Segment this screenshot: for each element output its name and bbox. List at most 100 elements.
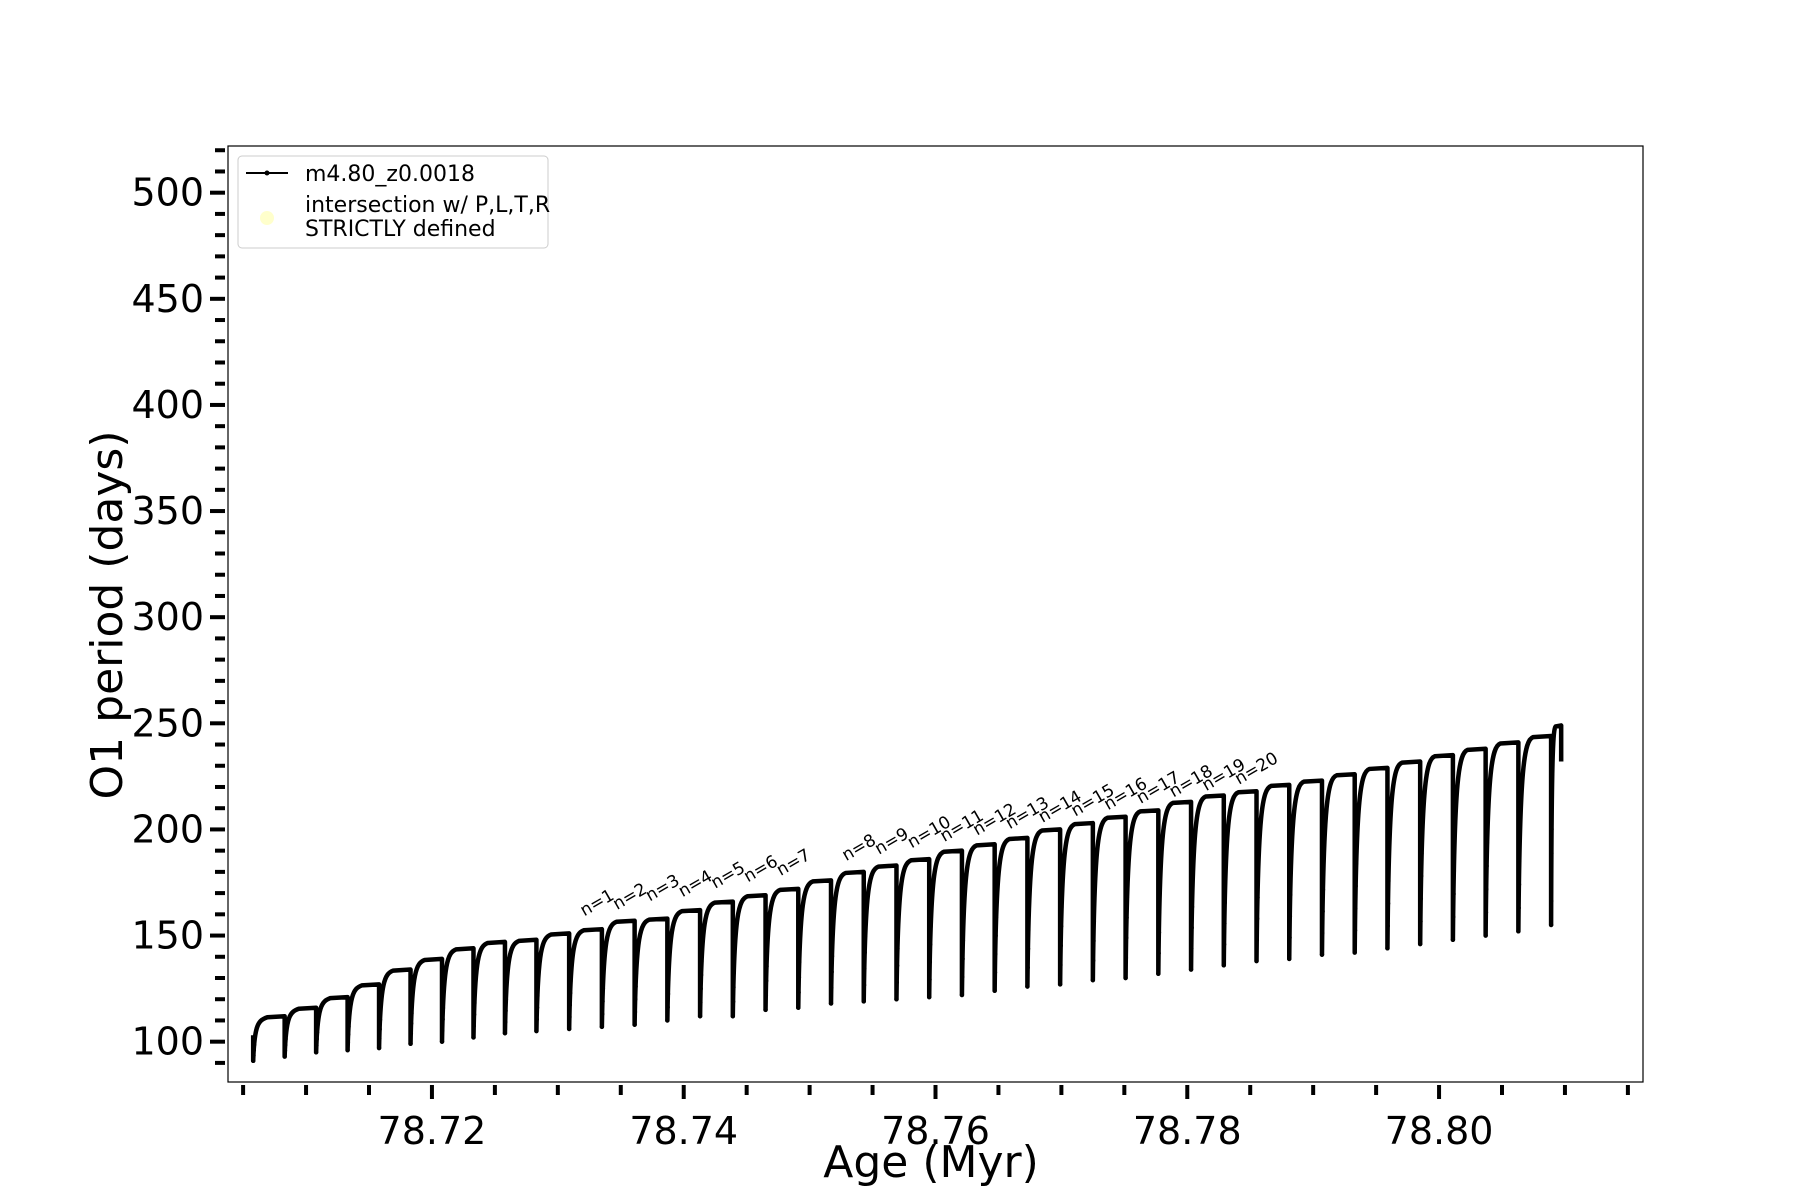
data-point <box>731 970 736 975</box>
y-tick-label: 100 <box>131 1020 204 1064</box>
data-point <box>314 1036 319 1042</box>
data-point <box>960 956 965 962</box>
data-point <box>441 994 446 1000</box>
data-point <box>633 984 638 989</box>
data-point <box>1222 879 1228 884</box>
data-point <box>1189 904 1195 910</box>
x-tick-label: 78.74 <box>629 1109 738 1153</box>
data-point <box>1090 958 1096 963</box>
data-point <box>993 915 999 920</box>
y-tick-label: 250 <box>131 701 204 745</box>
data-point <box>1516 905 1521 911</box>
data-point <box>377 1017 383 1022</box>
data-point <box>697 1014 703 1019</box>
data-point <box>1517 858 1522 864</box>
data-point <box>895 946 900 951</box>
y-tick-label: 150 <box>131 914 204 958</box>
data-point <box>763 993 769 998</box>
data-point <box>504 986 509 991</box>
data-point <box>1058 924 1064 929</box>
data-point <box>1058 943 1063 948</box>
x-tick-label: 78.78 <box>1133 1109 1242 1153</box>
data-point <box>1418 919 1423 924</box>
data-point <box>894 980 900 985</box>
data-point <box>1156 930 1162 935</box>
data-point <box>1319 952 1325 957</box>
data-point <box>408 1031 414 1036</box>
data-point <box>1451 868 1457 874</box>
data-point <box>1419 851 1424 856</box>
series-line <box>250 723 1564 1064</box>
data-point <box>534 1028 539 1034</box>
data-point <box>315 1023 320 1028</box>
data-point <box>1287 935 1292 940</box>
data-point <box>1025 965 1030 970</box>
y-tick-label: 300 <box>131 595 204 639</box>
data-point <box>440 1028 445 1033</box>
data-point <box>1385 923 1390 929</box>
data-point <box>377 1026 382 1032</box>
legend-circle-marker <box>260 211 274 225</box>
data-point <box>567 1002 573 1008</box>
data-point <box>440 1017 445 1022</box>
data-point <box>698 972 704 978</box>
data-point <box>1385 901 1391 906</box>
data-point <box>1057 982 1063 987</box>
data-point <box>665 991 671 997</box>
data-point <box>251 1042 257 1047</box>
data-point <box>1451 914 1456 920</box>
data-point <box>698 1000 703 1005</box>
data-point <box>830 938 835 943</box>
data-point <box>472 1000 477 1006</box>
data-point <box>862 950 867 955</box>
data-point <box>1320 930 1325 936</box>
plot-frame <box>227 145 1644 1083</box>
data-point <box>1484 863 1489 869</box>
data-point <box>471 1035 476 1040</box>
cycle-annotation: n=8 <box>839 830 880 865</box>
data-point <box>1418 896 1424 901</box>
data-point <box>601 973 606 979</box>
data-point <box>993 933 998 938</box>
data-point <box>1484 886 1489 892</box>
data-point <box>1157 909 1162 915</box>
data-point <box>632 1022 637 1027</box>
data-point <box>862 933 868 939</box>
legend-label-series: m4.80_z0.0018 <box>305 162 475 187</box>
y-tick-label: 450 <box>131 277 204 321</box>
data-point <box>764 949 770 954</box>
cycle-annotation: n=9 <box>871 824 912 859</box>
x-tick-label: 78.80 <box>1385 1109 1494 1153</box>
data-point <box>960 938 966 943</box>
data-point <box>861 999 866 1004</box>
data-point <box>862 966 867 971</box>
legend-line-dot <box>264 170 270 176</box>
data-point <box>1352 950 1357 955</box>
data-point <box>600 1011 605 1017</box>
data-point <box>1452 845 1457 851</box>
y-tick-label: 200 <box>131 807 204 851</box>
data-point <box>251 1047 257 1053</box>
data-point <box>252 1037 257 1042</box>
data-point <box>1353 906 1358 911</box>
data-point <box>408 1021 414 1026</box>
data-point <box>376 1045 382 1051</box>
data-point <box>346 1016 352 1021</box>
x-tick-label: 78.76 <box>881 1109 990 1153</box>
y-tick-label: 500 <box>131 171 204 215</box>
data-point <box>1157 889 1162 894</box>
data-point <box>1549 874 1554 880</box>
data-point <box>1320 909 1325 914</box>
data-point <box>314 1043 319 1048</box>
data-point <box>502 1030 508 1036</box>
data-point <box>282 1054 287 1059</box>
data-point <box>666 965 671 970</box>
data-point <box>1549 826 1554 832</box>
data-point <box>861 982 867 988</box>
data-point <box>503 1008 508 1013</box>
data-point <box>1484 840 1490 846</box>
data-point <box>1385 946 1390 951</box>
data-point <box>1321 865 1326 871</box>
data-point <box>346 1032 351 1037</box>
